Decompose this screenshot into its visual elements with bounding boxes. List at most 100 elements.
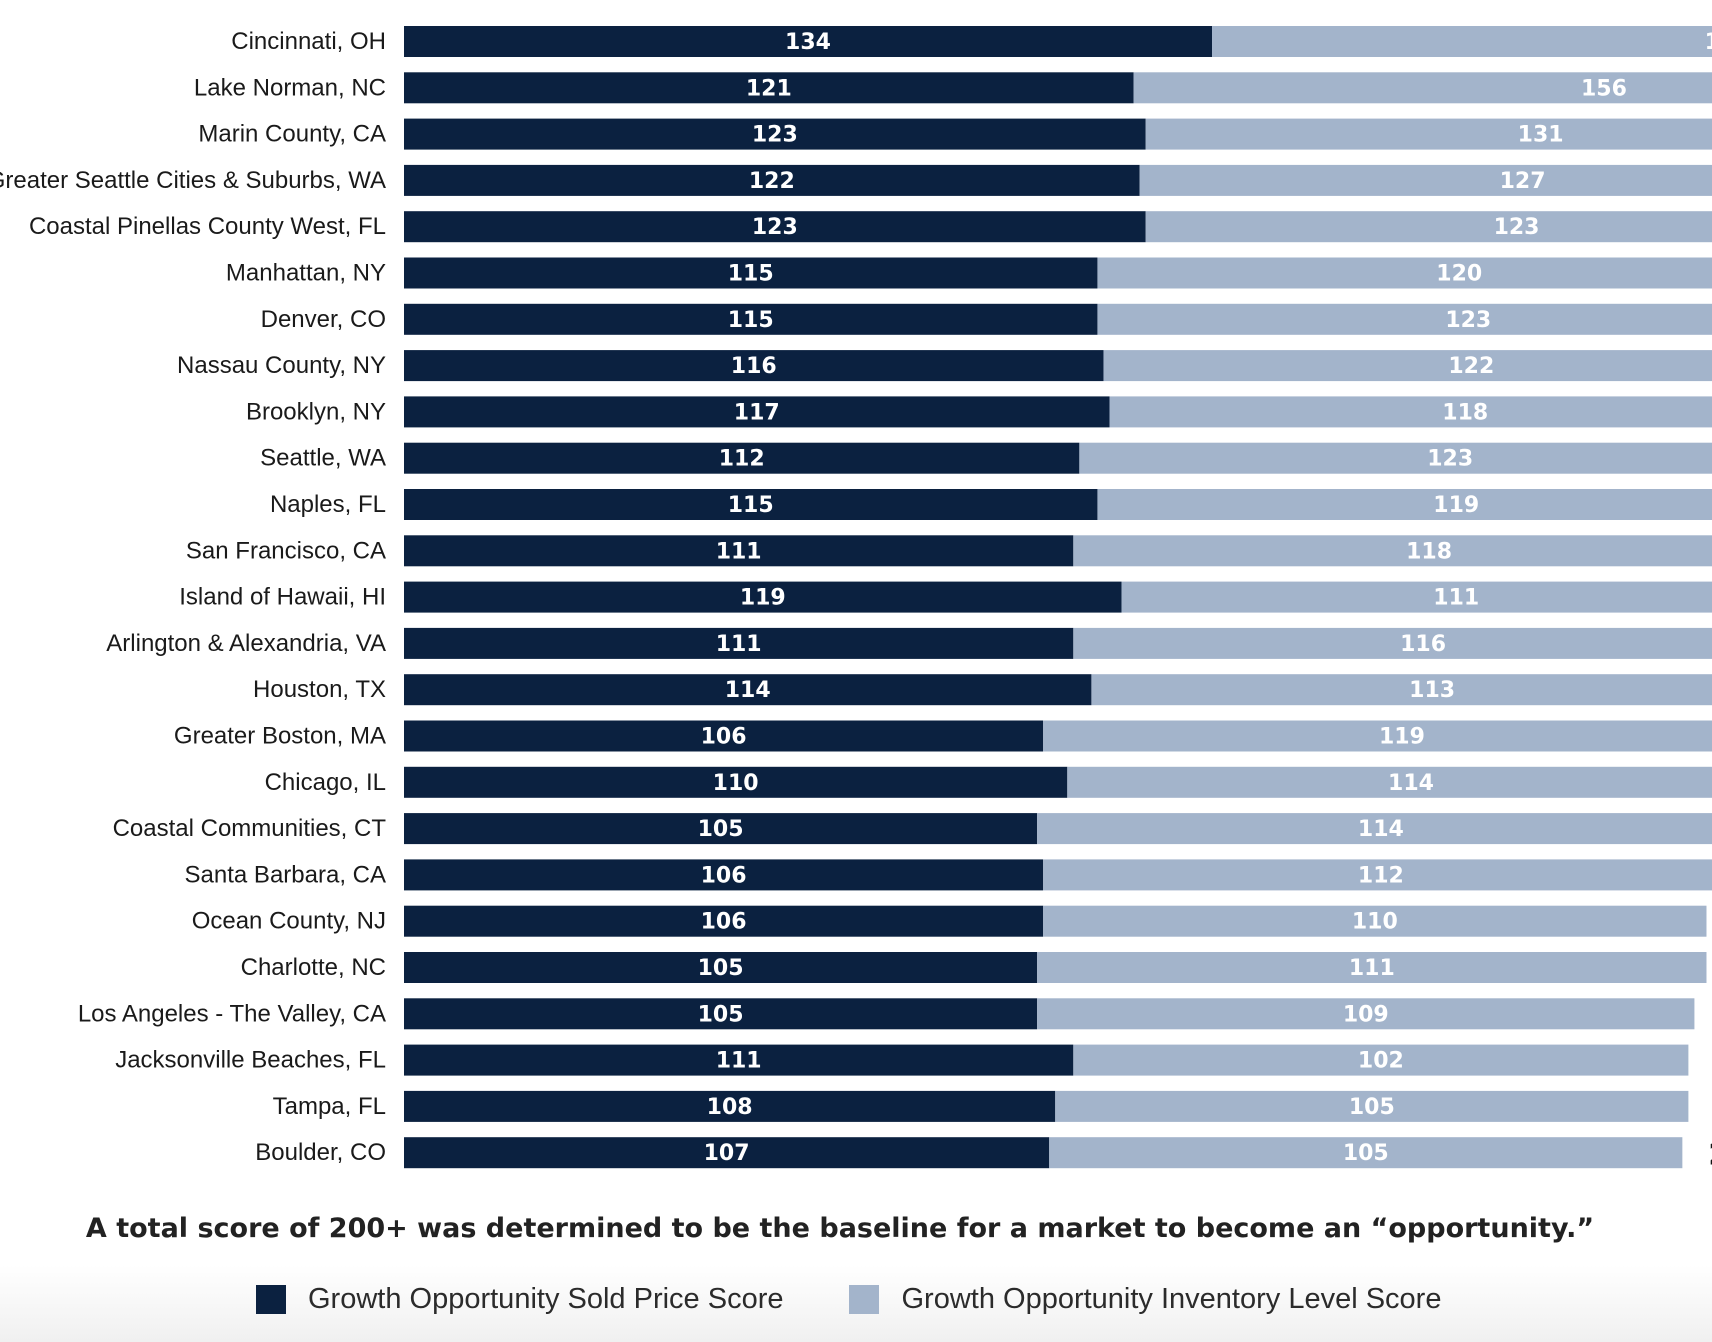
value-label-sold-price: 105 <box>698 817 744 842</box>
bar-inventory-level <box>1121 581 1712 613</box>
bar-sold-price <box>404 627 1074 659</box>
bar-sold-price <box>404 1090 1056 1122</box>
value-label-sold-price: 112 <box>719 447 765 472</box>
value-label-inventory-level: 131 <box>1518 123 1564 148</box>
value-label-sold-price: 105 <box>698 1002 744 1027</box>
total-label: 212 <box>1708 1138 1712 1172</box>
category-label: Houston, TX <box>253 676 386 703</box>
value-label-inventory-level: 110 <box>1352 910 1398 935</box>
value-label-inventory-level: 123 <box>1445 308 1491 333</box>
bar-sold-price <box>404 998 1038 1030</box>
value-label-inventory-level: 112 <box>1358 863 1404 888</box>
bar-inventory-level <box>1043 720 1712 752</box>
bar-inventory-level <box>1212 26 1712 57</box>
category-label: Tampa, FL <box>273 1093 386 1120</box>
category-label: Coastal Pinellas County West, FL <box>29 213 386 240</box>
value-label-sold-price: 134 <box>785 30 831 55</box>
value-label-inventory-level: 105 <box>1343 1141 1389 1166</box>
value-label-sold-price: 116 <box>731 354 777 379</box>
bar-inventory-level <box>1067 766 1712 798</box>
category-label: Chicago, IL <box>265 769 386 796</box>
bar-sold-price <box>404 1137 1050 1169</box>
bar-sold-price <box>404 118 1146 150</box>
bar-sold-price <box>404 952 1038 983</box>
value-label-sold-price: 121 <box>746 76 792 101</box>
bar-inventory-level <box>1037 952 1707 983</box>
value-label-inventory-level: 156 <box>1581 76 1627 101</box>
bar-inventory-level <box>1091 674 1712 706</box>
bar-sold-price <box>404 26 1213 57</box>
stacked-bar-chart: Cincinnati, OH134171305Lake Norman, NC12… <box>0 26 1712 1172</box>
value-label-sold-price: 119 <box>740 586 786 611</box>
bar-sold-price <box>404 257 1098 289</box>
bar-sold-price <box>404 211 1146 243</box>
value-label-inventory-level: 114 <box>1358 817 1404 842</box>
value-label-sold-price: 117 <box>734 400 780 425</box>
value-label-inventory-level: 102 <box>1358 1049 1404 1074</box>
value-label-inventory-level: 119 <box>1379 725 1425 750</box>
value-label-inventory-level: 118 <box>1442 400 1488 425</box>
bar-sold-price <box>404 72 1134 104</box>
bar-sold-price <box>404 813 1038 845</box>
category-label: Seattle, WA <box>260 445 386 472</box>
value-label-inventory-level: 127 <box>1500 169 1546 194</box>
value-label-sold-price: 115 <box>728 262 774 287</box>
bar-inventory-level <box>1043 905 1707 937</box>
legend-label-sold-price: Growth Opportunity Sold Price Score <box>308 1283 784 1315</box>
bar-sold-price <box>404 396 1110 428</box>
category-label: Coastal Communities, CT <box>113 815 387 842</box>
value-label-sold-price: 106 <box>701 910 747 935</box>
value-label-inventory-level: 113 <box>1409 678 1455 703</box>
value-label-sold-price: 107 <box>704 1141 750 1166</box>
bar-sold-price <box>404 674 1092 706</box>
bar-inventory-level <box>1037 813 1712 845</box>
bar-inventory-level <box>1055 1090 1689 1122</box>
bar-inventory-level <box>1145 118 1712 150</box>
value-label-inventory-level: 114 <box>1388 771 1434 796</box>
category-label: Island of Hawaii, HI <box>179 584 386 611</box>
bar-inventory-level <box>1037 998 1695 1030</box>
value-label-sold-price: 115 <box>728 308 774 333</box>
value-label-inventory-level: 109 <box>1343 1002 1389 1027</box>
category-label: San Francisco, CA <box>186 537 386 564</box>
value-label-sold-price: 115 <box>728 493 774 518</box>
category-label: Santa Barbara, CA <box>185 861 386 888</box>
value-label-sold-price: 110 <box>713 771 759 796</box>
value-label-inventory-level: 116 <box>1400 632 1446 657</box>
category-label: Greater Boston, MA <box>174 723 386 750</box>
category-label: Cincinnati, OH <box>231 28 386 55</box>
legend-item-inventory-level: Growth Opportunity Inventory Level Score <box>849 1283 1441 1316</box>
value-label-sold-price: 111 <box>716 539 762 564</box>
bar-inventory-level <box>1133 72 1712 104</box>
bar-inventory-level <box>1079 442 1712 474</box>
value-label-inventory-level: 111 <box>1349 956 1395 981</box>
bar-sold-price <box>404 581 1122 613</box>
bar-inventory-level <box>1049 1137 1683 1169</box>
value-label-inventory-level: 118 <box>1406 539 1452 564</box>
category-label: Denver, CO <box>261 306 386 333</box>
value-label-sold-price: 106 <box>701 863 747 888</box>
bar-inventory-level <box>1043 859 1712 891</box>
bar-inventory-level <box>1073 535 1712 567</box>
value-label-inventory-level: 123 <box>1427 447 1473 472</box>
value-label-sold-price: 108 <box>707 1095 753 1120</box>
baseline-note: A total score of 200+ was determined to … <box>85 1213 1595 1244</box>
bar-sold-price <box>404 859 1044 891</box>
value-label-inventory-level: 119 <box>1433 493 1479 518</box>
category-label: Lake Norman, NC <box>194 74 386 101</box>
value-label-sold-price: 114 <box>725 678 771 703</box>
category-label: Marin County, CA <box>198 121 386 148</box>
value-label-sold-price: 122 <box>749 169 795 194</box>
bar-inventory-level <box>1145 211 1712 243</box>
bar-inventory-level <box>1097 489 1712 520</box>
category-label: Nassau County, NY <box>177 352 386 379</box>
value-label-inventory-level: 111 <box>1433 586 1479 611</box>
category-label: Brooklyn, NY <box>246 398 386 425</box>
category-label: Jacksonville Beaches, FL <box>115 1047 386 1074</box>
bar-inventory-level <box>1097 303 1712 335</box>
bar-sold-price <box>404 489 1098 520</box>
value-label-inventory-level: 123 <box>1494 215 1540 240</box>
bar-inventory-level <box>1097 257 1712 289</box>
bar-inventory-level <box>1073 1044 1689 1076</box>
bar-sold-price <box>404 350 1104 382</box>
